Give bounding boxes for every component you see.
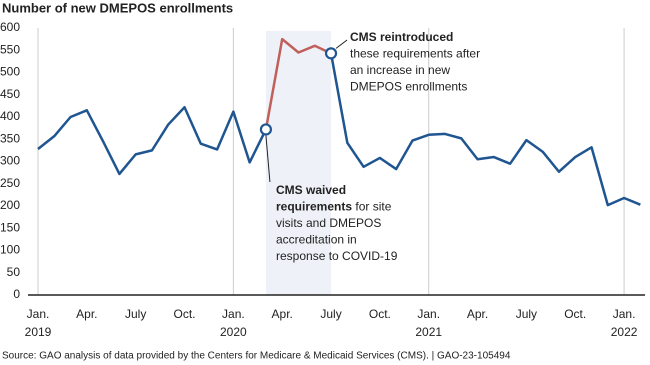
- leader-line: [265, 135, 271, 183]
- x-tick-label: July: [125, 307, 146, 321]
- x-tick-label: Jan. 2022: [611, 307, 638, 339]
- annotation-text: CMS reintroduced: [350, 30, 453, 44]
- annotation-line: an increase in new: [350, 63, 450, 77]
- y-tick-label: 100: [0, 243, 20, 257]
- data-line: [37, 53, 641, 207]
- x-tick-label: Apr.: [467, 307, 488, 321]
- x-tick-label: July: [516, 307, 537, 321]
- chart-title: Number of new DMEPOS enrollments: [2, 0, 233, 15]
- annotation-line: CMS reintroduced: [350, 30, 453, 44]
- y-tick-label: 250: [0, 176, 20, 190]
- highlight-marker: [324, 47, 338, 60]
- y-tick-label: 450: [0, 87, 20, 101]
- y-tick-label: 350: [0, 131, 20, 145]
- annotation-text: requirements: [276, 200, 352, 214]
- x-tick-label: Jan. 2021: [415, 307, 442, 339]
- x-tick-label-line: 2020: [220, 325, 247, 339]
- annotation-line: DMEPOS enrollments: [350, 80, 467, 94]
- x-tick-label-line: Jan.: [613, 307, 636, 321]
- data-line: [264, 37, 332, 130]
- y-tick-label: 600: [0, 20, 20, 34]
- x-tick-label: Apr.: [76, 307, 97, 321]
- annotation-text: these requirements after: [350, 47, 480, 61]
- x-tick-label: Jan. 2019: [25, 307, 52, 339]
- x-tick-label-line: Jan.: [222, 307, 245, 321]
- x-tick-label-line: Jan.: [27, 307, 50, 321]
- y-tick-label: 200: [0, 198, 20, 212]
- annotation-line: visits and DMEPOS: [276, 216, 381, 230]
- y-tick-label: 400: [0, 109, 20, 123]
- x-tick-label: Oct.: [174, 307, 196, 321]
- y-tick-label: 550: [0, 42, 20, 56]
- y-tick-label: 150: [0, 220, 20, 234]
- annotation-text: response to COVID-19: [276, 249, 398, 263]
- x-tick-label-line: 2021: [415, 325, 442, 339]
- x-tick-label: July: [320, 307, 341, 321]
- x-tick-label-line: Jan.: [417, 307, 440, 321]
- source-note: Source: GAO analysis of data provided by…: [2, 351, 511, 362]
- leader-line: [335, 39, 348, 49]
- annotation-text: DMEPOS enrollments: [350, 80, 467, 94]
- y-tick-label: 0: [13, 287, 20, 301]
- y-tick-label: 300: [0, 154, 20, 168]
- y-tick-label: 50: [7, 265, 21, 279]
- annotation-line: requirements for site: [276, 200, 392, 214]
- annotation-line: CMS waived: [276, 183, 346, 197]
- x-tick-label-line: 2022: [611, 325, 638, 339]
- annotation-line: accreditation in: [276, 233, 357, 247]
- annotation-line: these requirements after: [350, 47, 480, 61]
- x-tick-label: Oct.: [369, 307, 391, 321]
- annotation-text: an increase in new: [350, 63, 450, 77]
- annotation-text: accreditation in: [276, 233, 357, 247]
- annotation-line: response to COVID-19: [276, 249, 398, 263]
- x-tick-label: Oct.: [564, 307, 586, 321]
- x-tick-label: Jan. 2020: [220, 307, 247, 339]
- annotation-text: visits and DMEPOS: [276, 216, 381, 230]
- annotation-text: for site: [352, 200, 392, 214]
- y-tick-label: 500: [0, 65, 20, 79]
- highlight-marker: [259, 123, 273, 136]
- annotation-text: CMS waived: [276, 183, 346, 197]
- x-tick-label: Apr.: [272, 307, 293, 321]
- x-tick-label-line: 2019: [25, 325, 52, 339]
